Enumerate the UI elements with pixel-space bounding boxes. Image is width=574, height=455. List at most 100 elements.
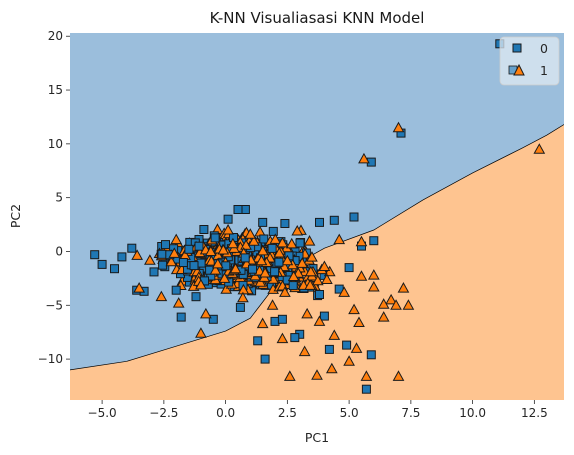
data-point-class-1 <box>333 233 346 245</box>
data-point-class-1 <box>392 370 405 381</box>
data-point-class-1 <box>355 235 368 247</box>
data-point-class-1 <box>377 311 390 322</box>
data-point-class-0 <box>176 312 186 322</box>
data-point-class-1 <box>276 236 289 248</box>
decision-region-class-1 <box>70 124 564 400</box>
cluster-point-class-0 <box>270 267 280 277</box>
data-point-class-1 <box>256 317 269 329</box>
data-point-class-0 <box>349 212 359 222</box>
data-point-class-1 <box>170 233 183 245</box>
y-tick-label: 5 <box>55 191 63 205</box>
y-axis-ticks: −10 −5 0 5 10 15 20 <box>38 29 70 366</box>
legend-box <box>499 36 560 86</box>
data-point-class-1 <box>353 316 365 328</box>
cluster-point-class-0 <box>189 261 199 271</box>
data-point-class-1 <box>325 362 338 374</box>
cluster-point-class-1 <box>323 265 336 277</box>
data-point-class-0 <box>233 205 243 214</box>
data-point-class-1 <box>343 355 355 366</box>
data-point-class-1 <box>358 152 370 164</box>
cluster-point-class-1 <box>304 279 316 290</box>
data-point-class-1 <box>296 257 309 268</box>
legend-marker-1 <box>513 63 525 76</box>
data-point-class-1 <box>338 286 351 297</box>
cluster-point-class-0 <box>268 226 278 236</box>
cluster-point-class-1 <box>240 239 252 250</box>
data-point-class-1 <box>204 245 217 256</box>
data-point-class-1 <box>392 121 405 133</box>
data-point-class-1 <box>298 345 311 357</box>
cluster-point-class-1 <box>220 283 233 294</box>
data-point-class-1 <box>222 223 234 235</box>
data-point-class-1 <box>279 286 291 297</box>
cluster-point-class-0 <box>161 240 170 250</box>
cluster-point-class-0 <box>210 233 220 243</box>
data-point-class-0 <box>223 214 233 224</box>
data-point-class-1 <box>276 332 289 344</box>
x-tick-label: 7.5 <box>401 406 420 420</box>
chart-title: K-NN Visualiasasi KNN Model <box>210 9 425 27</box>
cluster-point-class-0 <box>158 260 168 270</box>
cluster-point-class-1 <box>287 270 300 281</box>
cluster-point-class-1 <box>255 254 268 266</box>
data-point-class-1 <box>155 290 168 302</box>
x-axis-ticks: −5.0 −2.5 0.0 2.5 5.0 7.5 10.0 12.5 <box>88 400 548 420</box>
y-tick-label: 10 <box>48 137 63 151</box>
cluster-point-class-0 <box>221 261 231 271</box>
data-point-class-1 <box>301 307 313 319</box>
point-cluster <box>131 223 336 301</box>
cluster-point-class-0 <box>259 234 269 244</box>
legend: 0 1 <box>499 36 560 86</box>
data-point-class-0 <box>366 350 376 360</box>
cluster-point-class-1 <box>211 257 224 269</box>
data-point-class-0 <box>235 302 245 312</box>
data-point-class-1 <box>377 298 390 309</box>
data-point-class-1 <box>229 262 242 274</box>
data-point-class-1 <box>266 299 279 310</box>
cluster-point-class-1 <box>217 244 230 255</box>
x-tick-label: 2.5 <box>278 406 297 420</box>
cluster-point-class-0 <box>184 244 194 254</box>
data-point-class-1 <box>200 307 212 319</box>
cluster-point-class-1 <box>131 249 143 260</box>
x-tick-label: 12.5 <box>521 406 548 420</box>
data-points <box>90 39 546 394</box>
y-tick-label: −10 <box>38 352 63 366</box>
data-point-class-0 <box>253 336 263 346</box>
cluster-point-class-1 <box>218 272 231 283</box>
x-tick-label: 10.0 <box>459 406 486 420</box>
data-point-class-0 <box>324 344 334 354</box>
data-point-class-1 <box>367 280 380 292</box>
data-point-class-0 <box>110 264 119 274</box>
cluster-point-class-0 <box>288 281 298 291</box>
data-point-class-0 <box>97 259 107 269</box>
y-axis-label: PC2 <box>8 204 23 228</box>
data-point-class-0 <box>208 314 218 324</box>
y-tick-label: 15 <box>48 83 63 97</box>
legend-label-1: 1 <box>540 63 548 78</box>
data-point-class-0 <box>90 250 100 260</box>
cluster-point-class-1 <box>227 237 239 249</box>
data-point-class-0 <box>270 316 280 326</box>
data-point-class-0 <box>149 267 159 277</box>
cluster-point-class-0 <box>248 264 257 274</box>
plot-area <box>70 33 564 400</box>
data-point-class-0 <box>315 290 324 299</box>
x-tick-label: 5.0 <box>340 406 359 420</box>
cluster-point-class-0 <box>157 249 167 259</box>
y-tick-label: 0 <box>55 244 63 258</box>
data-point-class-1 <box>318 260 331 272</box>
data-point-class-1 <box>133 282 146 293</box>
x-tick-label: −2.5 <box>149 406 178 420</box>
data-point-class-1 <box>311 369 323 380</box>
data-point-class-1 <box>385 293 397 305</box>
cluster-point-class-1 <box>311 274 324 286</box>
data-point-class-1 <box>244 228 257 239</box>
cluster-point-class-0 <box>199 225 209 234</box>
cluster-point-class-0 <box>178 258 188 267</box>
data-point-class-0 <box>277 314 287 324</box>
data-point-class-1 <box>283 370 296 381</box>
data-point-class-1 <box>172 297 185 308</box>
y-tick-label: 20 <box>48 29 63 43</box>
